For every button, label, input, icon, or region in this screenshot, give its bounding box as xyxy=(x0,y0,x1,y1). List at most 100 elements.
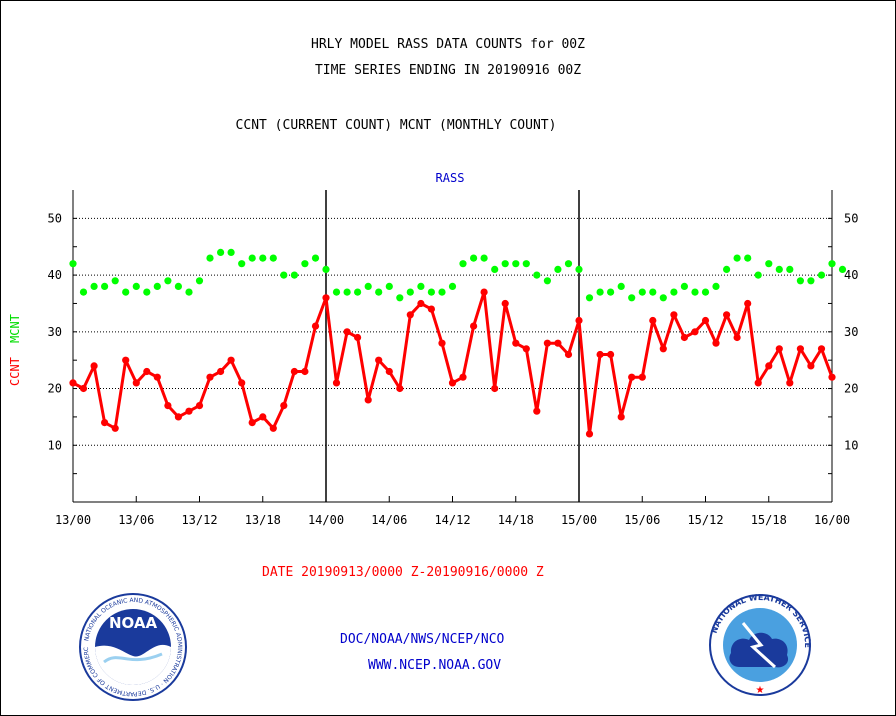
point-ccnt-59 xyxy=(691,328,699,336)
point-mcnt-69 xyxy=(796,277,805,285)
point-mcnt-65 xyxy=(754,271,762,279)
point-mcnt-43 xyxy=(522,260,530,268)
point-ccnt-40 xyxy=(491,384,499,393)
point-ccnt-57 xyxy=(670,311,678,319)
point-mcnt-13 xyxy=(206,254,214,262)
point-mcnt-4 xyxy=(111,277,119,285)
point-mcnt-48 xyxy=(575,265,583,273)
point-mcnt-35 xyxy=(438,288,446,296)
ytick-right-40: 40 xyxy=(844,268,858,282)
point-ccnt-27 xyxy=(354,333,362,342)
point-mcnt-3 xyxy=(101,282,109,290)
ytick-right-50: 50 xyxy=(844,211,858,225)
point-ccnt-29 xyxy=(375,356,383,364)
point-mcnt-58 xyxy=(680,282,689,290)
point-ccnt-41 xyxy=(501,299,509,308)
point-ccnt-25 xyxy=(332,379,341,387)
point-ccnt-17 xyxy=(248,419,256,427)
point-ccnt-50 xyxy=(596,350,604,359)
point-mcnt-8 xyxy=(153,282,161,290)
point-ccnt-51 xyxy=(607,350,615,359)
point-ccnt-7 xyxy=(143,367,151,376)
point-ccnt-16 xyxy=(238,379,246,387)
ylabel-mcnt: MCNT xyxy=(8,314,22,343)
ytick-left-50: 50 xyxy=(48,211,62,225)
point-mcnt-9 xyxy=(164,277,172,285)
point-ccnt-20 xyxy=(280,402,288,410)
point-ccnt-68 xyxy=(786,379,794,387)
point-mcnt-19 xyxy=(269,254,277,262)
y-axis-labels: CCNT MCNT xyxy=(8,314,22,386)
point-ccnt-3 xyxy=(101,419,109,427)
point-mcnt-66 xyxy=(765,260,773,268)
point-mcnt-27 xyxy=(354,288,362,296)
point-mcnt-51 xyxy=(607,288,615,296)
point-ccnt-54 xyxy=(638,373,646,381)
point-ccnt-4 xyxy=(111,424,119,432)
point-mcnt-31 xyxy=(396,294,404,302)
point-ccnt-10 xyxy=(174,413,182,421)
point-ccnt-55 xyxy=(649,316,657,325)
point-ccnt-30 xyxy=(385,367,393,376)
plot-title: RASS xyxy=(435,171,465,185)
point-ccnt-11 xyxy=(185,407,193,415)
point-ccnt-31 xyxy=(396,384,404,393)
point-ccnt-56 xyxy=(659,345,667,353)
point-mcnt-25 xyxy=(332,288,341,296)
point-mcnt-33 xyxy=(417,282,425,290)
point-ccnt-14 xyxy=(217,367,225,376)
point-mcnt-73 xyxy=(838,265,847,273)
point-ccnt-62 xyxy=(723,311,731,319)
point-ccnt-45 xyxy=(543,339,552,347)
point-ccnt-18 xyxy=(259,413,267,421)
point-ccnt-53 xyxy=(628,373,636,381)
xtick-label-2: 13/12 xyxy=(181,513,217,527)
point-ccnt-1 xyxy=(79,384,88,393)
point-ccnt-49 xyxy=(585,430,594,438)
point-ccnt-43 xyxy=(522,345,530,353)
point-ccnt-63 xyxy=(733,333,741,342)
point-ccnt-65 xyxy=(754,379,762,387)
point-mcnt-62 xyxy=(723,265,731,273)
xtick-label-7: 14/18 xyxy=(498,513,534,527)
point-mcnt-54 xyxy=(638,288,646,296)
point-mcnt-7 xyxy=(143,288,151,296)
xtick-label-3: 13/18 xyxy=(245,513,281,527)
point-mcnt-24 xyxy=(322,265,330,273)
point-ccnt-0 xyxy=(69,379,77,387)
point-ccnt-22 xyxy=(301,367,309,376)
xtick-label-4: 14/00 xyxy=(308,513,344,527)
point-mcnt-63 xyxy=(733,254,741,262)
ytick-right-10: 10 xyxy=(844,438,858,452)
xtick-label-12: 16/00 xyxy=(814,513,850,527)
point-mcnt-21 xyxy=(290,271,298,279)
chart-subtitle: CCNT (CURRENT COUNT) MCNT (MONTHLY COUNT… xyxy=(235,118,557,133)
point-mcnt-55 xyxy=(649,288,657,296)
point-mcnt-34 xyxy=(427,288,435,296)
point-mcnt-28 xyxy=(364,282,372,290)
point-mcnt-53 xyxy=(628,294,636,302)
xtick-label-1: 13/06 xyxy=(118,513,154,527)
ytick-left-10: 10 xyxy=(48,438,62,452)
point-mcnt-41 xyxy=(501,260,509,268)
xtick-label-9: 15/06 xyxy=(624,513,660,527)
point-ccnt-58 xyxy=(680,333,689,342)
point-ccnt-24 xyxy=(322,294,330,302)
ytick-right-20: 20 xyxy=(844,382,858,396)
point-ccnt-34 xyxy=(427,305,435,313)
noaa-logo: NOAA NATIONAL OCEANIC AND ATMOSPHERIC AD… xyxy=(74,590,187,701)
org-label: DOC/NOAA/NWS/NCEP/NCO xyxy=(340,632,505,647)
url-link[interactable]: WWW.NCEP.NOAA.GOV xyxy=(368,658,502,673)
point-mcnt-10 xyxy=(174,282,182,290)
point-ccnt-47 xyxy=(564,350,573,359)
point-mcnt-50 xyxy=(596,288,604,296)
point-mcnt-64 xyxy=(744,254,752,262)
ytick-right-30: 30 xyxy=(844,325,858,339)
point-ccnt-26 xyxy=(343,328,351,336)
point-mcnt-52 xyxy=(617,282,625,290)
point-ccnt-44 xyxy=(533,407,541,415)
point-ccnt-28 xyxy=(364,396,372,404)
chart-title-line2: TIME SERIES ENDING IN 20190916 00Z xyxy=(314,63,582,78)
point-mcnt-72 xyxy=(828,260,836,268)
